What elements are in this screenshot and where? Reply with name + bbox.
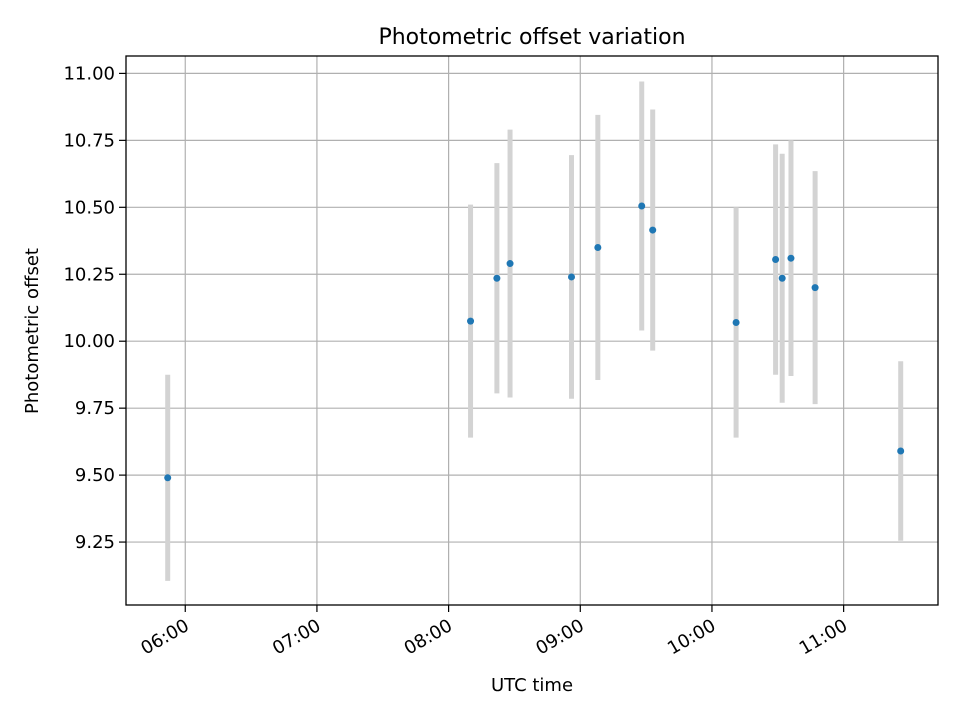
x-axis-label: UTC time	[491, 675, 573, 696]
data-point	[467, 317, 475, 325]
y-tick-label: 9.50	[75, 465, 115, 486]
data-point	[649, 226, 657, 234]
data-point	[594, 243, 602, 251]
chart-title: Photometric offset variation	[378, 25, 685, 50]
data-point	[506, 260, 514, 268]
y-tick-label: 9.25	[75, 532, 115, 553]
plot-frame	[125, 55, 939, 606]
data-point	[493, 274, 501, 282]
y-tick-label: 10.00	[63, 331, 115, 352]
y-tick-label: 9.75	[75, 398, 115, 419]
y-tick-label: 10.25	[63, 264, 115, 285]
y-axis-label: Photometric offset	[22, 248, 43, 414]
y-tick-label: 10.75	[63, 130, 115, 151]
data-point	[164, 474, 172, 482]
data-point	[897, 447, 905, 455]
data-points	[164, 202, 905, 482]
data-point	[772, 256, 780, 264]
data-point	[638, 202, 646, 210]
grid	[126, 56, 938, 605]
data-point	[778, 274, 786, 282]
data-point	[787, 254, 795, 262]
y-tick-label: 11.00	[63, 63, 115, 84]
data-point	[811, 284, 819, 292]
data-point	[568, 273, 576, 281]
data-point	[732, 318, 740, 326]
y-tick-label: 10.50	[63, 197, 115, 218]
